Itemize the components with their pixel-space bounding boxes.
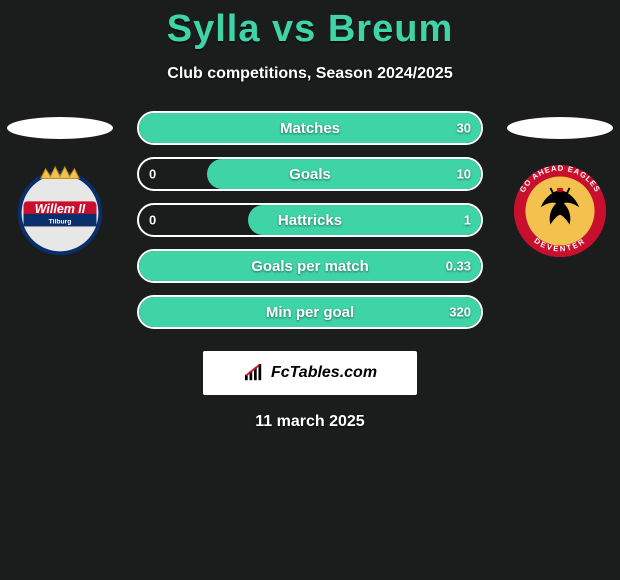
watermark: FcTables.com [203, 351, 417, 395]
stat-value-right: 30 [457, 121, 471, 136]
stat-label: Goals [289, 166, 331, 183]
svg-text:Willem II: Willem II [35, 202, 86, 216]
stat-value-left: 0 [149, 213, 156, 228]
player-placeholder-ellipse [7, 117, 113, 139]
page-title: Sylla vs Breum [0, 0, 620, 51]
stat-row: 0 Goals 10 [137, 157, 483, 191]
subtitle: Club competitions, Season 2024/2025 [0, 65, 620, 83]
right-player-column: GO AHEAD EAGLES DEVENTER [500, 111, 620, 259]
player-placeholder-ellipse [507, 117, 613, 139]
stat-fill [207, 159, 481, 189]
bar-chart-icon [243, 364, 265, 382]
stat-value-right: 10 [457, 167, 471, 182]
go-ahead-eagles-crest-icon: GO AHEAD EAGLES DEVENTER [512, 163, 608, 259]
stat-row: Goals per match 0.33 [137, 249, 483, 283]
stat-value-left: 0 [149, 167, 156, 182]
willem-ii-crest-icon: Willem II Tilburg [12, 163, 108, 259]
date-label: 11 march 2025 [0, 413, 620, 431]
stat-row: Min per goal 320 [137, 295, 483, 329]
stat-label: Min per goal [266, 304, 354, 321]
stat-value-right: 1 [464, 213, 471, 228]
club-badge-right: GO AHEAD EAGLES DEVENTER [512, 163, 608, 259]
svg-text:Tilburg: Tilburg [49, 218, 72, 225]
stat-value-right: 0.33 [446, 259, 471, 274]
stat-label: Matches [280, 120, 340, 137]
stat-row: Matches 30 [137, 111, 483, 145]
watermark-text: FcTables.com [271, 364, 377, 382]
comparison-panel: Willem II Tilburg GO AHEAD EAGLES DEVENT… [0, 111, 620, 431]
stat-label: Hattricks [278, 212, 342, 229]
stat-row: 0 Hattricks 1 [137, 203, 483, 237]
stat-value-right: 320 [449, 305, 471, 320]
stats-list: Matches 30 0 Goals 10 0 Hattricks 1 Goals per ma… [137, 111, 483, 329]
club-badge-left: Willem II Tilburg [12, 163, 108, 259]
left-player-column: Willem II Tilburg [0, 111, 120, 259]
stat-label: Goals per match [251, 258, 369, 275]
